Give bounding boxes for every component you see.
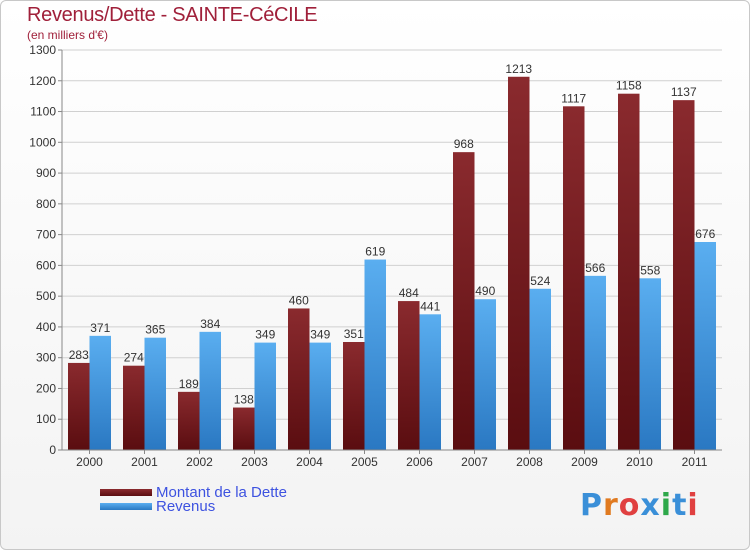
bar-dette-2011: [673, 100, 695, 451]
y-tick-label: 300: [36, 351, 56, 365]
y-tick-label: 800: [36, 197, 56, 211]
x-tick-label: 2001: [131, 455, 158, 469]
y-tick-label: 0: [49, 443, 56, 457]
bar-dette-2006: [398, 301, 420, 450]
y-tick-label: 100: [36, 412, 56, 426]
bar-dette-2010: [618, 93, 640, 450]
data-label-revenus-2000: 371: [90, 321, 110, 335]
bar-revenus-2006: [419, 314, 441, 450]
x-tick-label: 2006: [406, 455, 433, 469]
data-label-revenus-2010: 558: [640, 263, 660, 277]
bar-revenus-2008: [529, 288, 551, 450]
data-label-revenus-2001: 365: [145, 323, 165, 337]
y-tick-label: 700: [36, 228, 56, 242]
data-label-revenus-2004: 349: [310, 328, 330, 342]
logo-letter: P: [580, 488, 603, 523]
chart-subtitle: (en milliers d'€): [27, 28, 108, 42]
bar-revenus-2002: [199, 331, 221, 450]
x-tick-label: 2009: [571, 455, 598, 469]
x-tick-label: 2000: [76, 455, 103, 469]
bar-revenus-2005: [364, 259, 386, 450]
bar-dette-2003: [233, 407, 255, 450]
data-label-dette-2011: 1137: [671, 85, 697, 99]
bar-dette-2004: [288, 308, 310, 450]
data-label-dette-2010: 1158: [616, 79, 642, 93]
data-label-dette-2001: 274: [124, 351, 144, 365]
bar-dette-2000: [68, 362, 90, 450]
legend-swatch-revenus: [100, 503, 152, 510]
y-tick-label: 200: [36, 381, 56, 395]
bar-dette-2005: [343, 342, 365, 450]
data-label-revenus-2009: 566: [585, 261, 605, 275]
bar-dette-2008: [508, 76, 530, 451]
x-tick-label: 2008: [516, 455, 543, 469]
logo-letter: i: [687, 488, 699, 523]
logo-letter: i: [660, 488, 673, 523]
y-tick-label: 1100: [30, 105, 56, 119]
y-tick-label: 900: [36, 166, 56, 180]
x-tick-label: 2005: [351, 455, 378, 469]
proxiti-logo: Proxiti: [580, 488, 699, 523]
data-label-revenus-2002: 384: [200, 317, 220, 331]
data-label-dette-2003: 138: [234, 393, 254, 407]
x-tick-label: 2011: [682, 455, 708, 469]
bar-revenus-2001: [144, 337, 166, 450]
data-label-dette-2004: 460: [289, 293, 309, 307]
bar-revenus-2007: [474, 299, 496, 450]
chart-title: Revenus/Dette - SAINTE-CéCILE: [27, 4, 318, 26]
data-label-revenus-2006: 441: [420, 299, 440, 313]
data-label-revenus-2011: 676: [695, 227, 715, 241]
legend-swatch-dette: [100, 489, 152, 496]
legend-label-dette: Montant de la Dette: [156, 484, 287, 501]
logo-letter: x: [640, 488, 661, 523]
data-label-dette-2005: 351: [344, 327, 364, 341]
legend-label-revenus: Revenus: [156, 498, 216, 515]
x-tick-label: 2002: [186, 455, 213, 469]
bar-revenus-2000: [89, 335, 111, 450]
y-tick-label: 600: [36, 258, 56, 272]
data-label-revenus-2003: 349: [255, 328, 275, 342]
y-tick-label: 400: [36, 320, 56, 334]
data-label-dette-2008: 1213: [505, 62, 532, 76]
data-label-dette-2000: 283: [69, 348, 89, 362]
bar-revenus-2010: [639, 278, 661, 450]
data-label-revenus-2005: 619: [365, 245, 385, 259]
data-label-dette-2006: 484: [399, 286, 419, 300]
bar-dette-2007: [453, 152, 475, 450]
data-label-revenus-2007: 490: [475, 284, 495, 298]
bar-dette-2009: [563, 106, 585, 451]
logo-letter: o: [618, 488, 641, 523]
logo-letter: t: [672, 488, 688, 523]
bar-revenus-2011: [694, 242, 716, 450]
bar-revenus-2003: [254, 342, 276, 450]
x-tick-label: 2004: [296, 455, 323, 469]
data-label-dette-2009: 1117: [561, 91, 586, 105]
bar-dette-2002: [178, 391, 200, 450]
bar-revenus-2004: [309, 342, 331, 450]
data-label-revenus-2008: 524: [530, 274, 550, 288]
bar-dette-2001: [123, 365, 145, 450]
x-tick-label: 2007: [461, 455, 488, 469]
logo-letter: r: [603, 488, 619, 523]
x-tick-label: 2003: [241, 455, 268, 469]
y-tick-label: 1200: [29, 74, 56, 88]
y-tick-label: 1300: [29, 43, 56, 57]
bar-revenus-2009: [584, 275, 606, 450]
x-tick-label: 2010: [626, 455, 653, 469]
data-label-dette-2002: 189: [179, 377, 199, 391]
data-label-dette-2007: 968: [454, 137, 474, 151]
y-tick-label: 1000: [29, 135, 56, 149]
y-tick-label: 500: [36, 289, 56, 303]
